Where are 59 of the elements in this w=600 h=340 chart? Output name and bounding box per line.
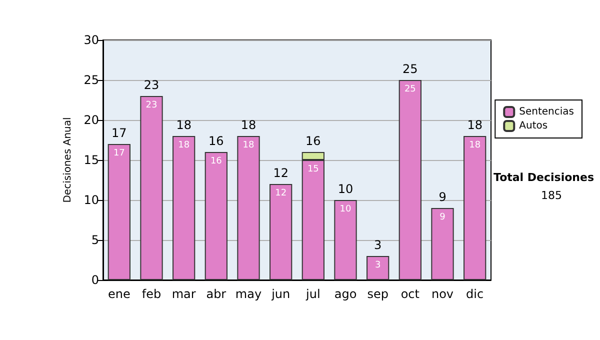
bar <box>270 184 292 280</box>
bar <box>398 80 422 280</box>
y-tick-label: 25 <box>84 73 99 87</box>
data-label: 18 <box>242 140 254 150</box>
data-label: 16 <box>210 156 222 166</box>
data-label: 18 <box>178 140 190 150</box>
total-label: 9 <box>438 190 446 204</box>
data-label: 10 <box>340 204 352 214</box>
data-label: 9 <box>440 212 446 222</box>
y-tick-label: 30 <box>84 33 99 47</box>
x-tick-label: mar <box>172 287 196 301</box>
x-tick-label: oct <box>400 287 420 301</box>
total-label: 12 <box>273 166 288 180</box>
bar <box>204 152 228 280</box>
x-tick-label: feb <box>142 287 162 301</box>
data-label: 17 <box>113 148 125 158</box>
y-tick-label: 20 <box>84 113 99 127</box>
bar <box>334 200 357 280</box>
data-label: 18 <box>469 140 481 150</box>
data-label: 15 <box>307 164 319 174</box>
data-label: 23 <box>146 100 158 110</box>
x-tick-label: abr <box>206 287 226 301</box>
bar <box>464 136 486 280</box>
total-label: 16 <box>208 134 224 148</box>
y-tick-label: 10 <box>84 193 99 207</box>
x-tick-label: ago <box>334 287 357 301</box>
text: Total Decisiones <box>494 171 594 184</box>
bar <box>366 256 390 280</box>
x-tick-label: nov <box>431 287 454 301</box>
total-label: 18 <box>467 118 482 132</box>
total-label: 18 <box>176 118 192 132</box>
x-tick-label: may <box>235 287 262 301</box>
total-label: 17 <box>112 126 127 140</box>
total-label: 3 <box>374 238 382 252</box>
legend-label: Autos <box>519 120 548 132</box>
y-axis-title: Decisiones Anual <box>62 117 74 203</box>
data-label: 3 <box>374 260 381 270</box>
y-tick-label: 5 <box>91 233 99 247</box>
x-tick-label: dic <box>466 287 484 301</box>
total-label: 18 <box>240 118 256 132</box>
x-tick-label: jun <box>270 287 290 301</box>
total-label: 16 <box>306 134 321 148</box>
legend-label: Sentencias <box>519 106 574 118</box>
total-label: 23 <box>144 78 160 92</box>
total-label: 10 <box>338 182 354 196</box>
x-tick-label: ene <box>108 287 130 301</box>
bar <box>237 136 260 280</box>
y-tick-label: 15 <box>84 153 99 167</box>
bar <box>172 136 196 280</box>
bar <box>108 144 130 280</box>
data-label: 12 <box>275 188 287 198</box>
y-tick-label: 0 <box>91 273 99 287</box>
bar <box>431 208 454 280</box>
bar <box>140 96 163 280</box>
data-label: 25 <box>404 84 416 94</box>
x-tick-label: sep <box>367 287 388 301</box>
x-tick-label: jul <box>305 287 320 301</box>
total-label: 25 <box>402 62 418 76</box>
text: 185 <box>541 189 562 202</box>
